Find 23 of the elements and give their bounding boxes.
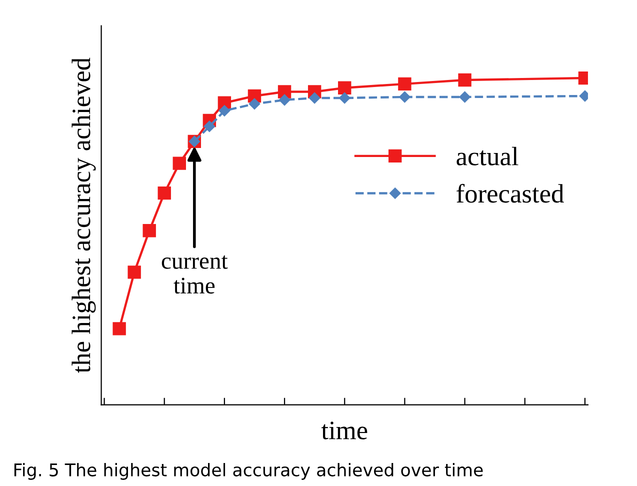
point: [278, 85, 292, 98]
point: [128, 266, 141, 279]
point: [158, 186, 171, 200]
point: [172, 156, 186, 170]
annotation: current time: [162, 255, 228, 294]
point: [218, 105, 230, 116]
point: [248, 98, 260, 110]
point: [278, 94, 290, 106]
x-axis-title: time: [321, 422, 368, 440]
point: [308, 92, 320, 104]
point: [398, 77, 412, 91]
y-axis-title: the highest accuracy achieved: [72, 58, 96, 373]
point: [204, 120, 216, 132]
point: [458, 73, 472, 87]
point: [339, 92, 350, 104]
point: [338, 81, 352, 94]
legend-label: actual: [456, 146, 518, 166]
caption: Fig. 5 The highest model accuracy achieved over time: [14, 463, 483, 480]
legend-label: forecasted: [456, 184, 564, 203]
point: [459, 91, 470, 103]
point: [142, 224, 156, 238]
point: [399, 91, 410, 103]
point: [112, 322, 126, 336]
